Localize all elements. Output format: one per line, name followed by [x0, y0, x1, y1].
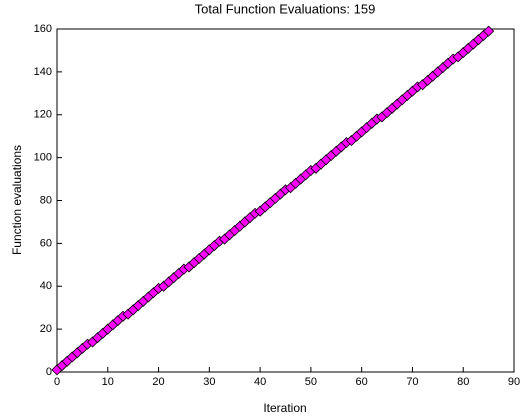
x-tick-label: 0: [54, 376, 60, 388]
marker: [483, 25, 495, 37]
y-tick-label: 140: [34, 66, 52, 78]
x-tick-label: 60: [356, 376, 368, 388]
y-tick-label: 60: [40, 237, 52, 249]
x-tick-label: 50: [305, 376, 317, 388]
y-tick-label: 40: [40, 280, 52, 292]
x-tick-label: 30: [203, 376, 215, 388]
y-tick-label: 20: [40, 323, 52, 335]
x-tick-label: 10: [102, 376, 114, 388]
y-tick-label: 80: [40, 194, 52, 206]
x-tick-label: 40: [254, 376, 266, 388]
x-tick-label: 80: [457, 376, 469, 388]
x-tick-label: 20: [152, 376, 164, 388]
y-tick-label: 0: [46, 366, 52, 378]
x-axis-label: Iteration: [263, 401, 306, 415]
y-axis-label: Function evaluations: [10, 145, 24, 255]
y-tick-label: 100: [34, 152, 52, 164]
x-tick-label: 90: [508, 376, 520, 388]
plot-frame: [56, 28, 515, 373]
y-tick-label: 120: [34, 109, 52, 121]
x-tick-label: 70: [406, 376, 418, 388]
y-tick-label: 160: [34, 23, 52, 35]
chart-title: Total Function Evaluations: 159: [195, 1, 376, 16]
